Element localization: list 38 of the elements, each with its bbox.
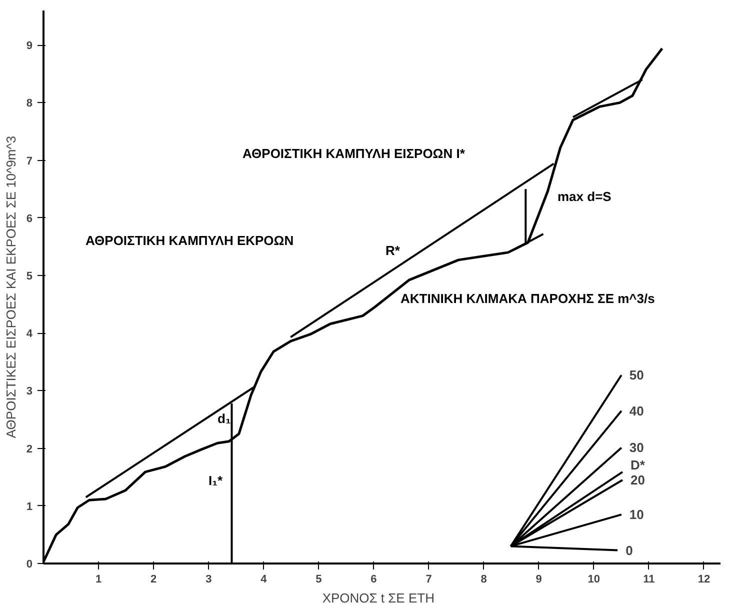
x-tick-label: 10 (588, 574, 600, 586)
y-tick-label: 3 (26, 386, 33, 398)
x-tick-label: 7 (426, 574, 432, 586)
y-tick-label: 6 (26, 212, 33, 225)
y-tick-label: 1 (26, 500, 33, 513)
series-label: 30 (629, 440, 644, 456)
x-tick-label: 3 (206, 574, 212, 586)
x-tick-label: 5 (316, 574, 322, 586)
annotation: R* (386, 243, 401, 258)
y-tick-label: 0 (26, 558, 33, 570)
annotation: I₁* (208, 473, 224, 488)
y-axis-title: ΑΘΡΟΙΣΤΙΚΕΣ ΕΙΣΡΟΕΣ ΚΑΙ ΕΚΡΟΕΣ ΣΕ 10^9m^3 (3, 136, 18, 438)
x-tick-label: 6 (370, 574, 377, 586)
y-tick-label: 9 (26, 40, 33, 52)
x-tick-label: 12 (698, 574, 710, 586)
x-tick-label: 8 (480, 574, 487, 586)
series-label: 40 (629, 403, 644, 418)
x-tick-label: 4 (260, 574, 268, 586)
x-tick-label: 1 (95, 574, 102, 586)
series-label: 50 (629, 368, 644, 383)
y-tick-label: 2 (26, 443, 33, 456)
y-tick-label: 7 (26, 155, 33, 168)
annotation: ΑΚΤΙΝΙΚΗ ΚΛΙΜΑΚΑ ΠΑΡΟΧΗΣ ΣΕ m^3/s (400, 291, 655, 306)
series-label: 20 (630, 472, 645, 488)
x-tick-label: 2 (150, 574, 157, 586)
annotation: ΑΘΡΟΙΣΤΙΚΗ ΚΑΜΠΥΛΗ ΕΚΡΟΩΝ (86, 233, 294, 248)
annotation: d₁ (218, 411, 231, 426)
y-tick-label: 5 (26, 270, 33, 282)
series-label: 10 (629, 507, 644, 522)
x-tick-label: 11 (643, 574, 655, 586)
series-label: D* (630, 457, 646, 472)
annotation: max d=S (558, 189, 612, 204)
annotation: ΑΘΡΟΙΣΤΙΚΗ ΚΑΜΠΥΛΗ ΕΙΣΡΟΩΝ I* (242, 146, 466, 161)
y-tick-label: 8 (26, 98, 33, 110)
series-label: 0 (626, 542, 633, 558)
y-tick-label: 4 (26, 328, 34, 340)
x-axis-title: ΧΡΟΝΟΣ t ΣΕ ΕΤΗ (322, 590, 434, 606)
x-tick-label: 9 (536, 574, 542, 586)
